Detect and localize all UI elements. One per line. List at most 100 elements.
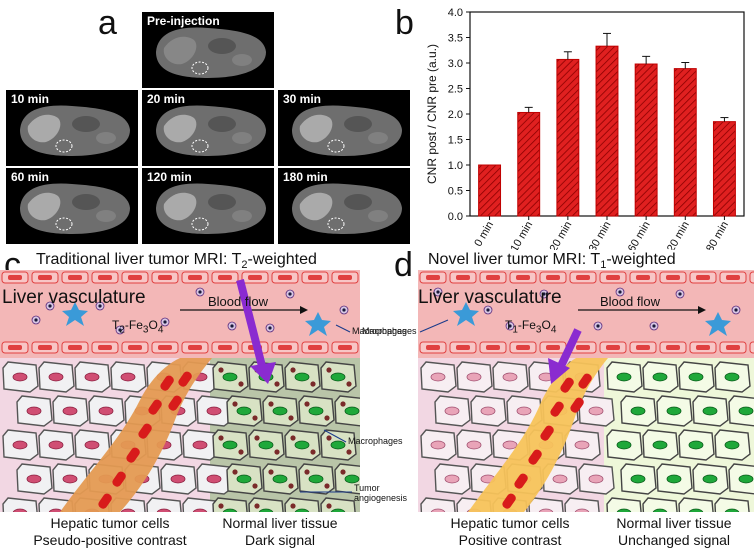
cell-nucleus — [630, 406, 646, 416]
panel-d-contrast-agent-label: T1-Fe3O4 — [505, 318, 557, 336]
cell-nucleus — [236, 474, 252, 484]
panel-c-vasculature-label: Liver vasculature — [2, 287, 146, 308]
red-blood-cell — [540, 425, 554, 441]
red-blood-cell-core — [576, 345, 590, 350]
panel-d-title: Novel liver tumor MRI: T1-weighted — [428, 251, 676, 272]
red-blood-cell-core — [426, 345, 440, 350]
red-blood-cell-core — [278, 275, 292, 280]
iron-deposit — [238, 381, 244, 387]
iron-deposit — [288, 415, 294, 421]
iron-deposit — [218, 367, 224, 373]
cell-nucleus — [652, 440, 668, 450]
cell-nucleus — [294, 508, 310, 512]
mri-time-label: 60 min — [11, 170, 50, 184]
red-blood-cell-core — [456, 345, 470, 350]
cell-nucleus — [444, 474, 460, 484]
panel-d-blood-flow-label: Blood flow — [600, 294, 660, 309]
liver-cell — [678, 497, 714, 512]
red-blood-cell-core — [38, 345, 52, 350]
red-blood-cell — [138, 423, 152, 439]
cell-nucleus — [344, 406, 360, 416]
red-blood-cell-core — [68, 275, 82, 280]
panel-d-vasculature-label: Liver vasculature — [418, 287, 562, 308]
panel-c-illustration — [0, 270, 360, 512]
mri-time-label: 20 min — [147, 92, 186, 106]
red-blood-cell-core — [248, 275, 262, 280]
red-blood-cell-core — [128, 275, 142, 280]
cell-nucleus — [222, 508, 238, 512]
mri-image: 60 min — [6, 168, 138, 244]
cell-nucleus — [430, 508, 446, 512]
cell-nucleus — [724, 440, 740, 450]
iron-deposit — [304, 469, 310, 475]
cell-nucleus — [206, 474, 222, 484]
cell-nucleus — [120, 508, 136, 512]
iron-deposit — [290, 367, 296, 373]
cell-nucleus — [516, 406, 532, 416]
panel-b-label: b — [395, 4, 414, 42]
red-blood-cell — [550, 401, 564, 417]
red-blood-cell-core — [546, 345, 560, 350]
liver-cell — [606, 497, 642, 512]
mri-time-label: 10 min — [11, 92, 50, 106]
y-tick-label: 3.5 — [448, 33, 463, 45]
cell-nucleus — [430, 372, 446, 382]
purple-arrow-icon — [548, 328, 582, 384]
purple-arrow-icon — [236, 279, 276, 384]
panel-c-caption-right: Normal liver tissue Dark signal — [222, 515, 338, 548]
red-blood-cell-core — [456, 275, 470, 280]
cell-nucleus — [466, 372, 482, 382]
iron-deposit — [290, 435, 296, 441]
iron-deposit — [268, 469, 274, 475]
red-blood-cell — [148, 399, 162, 415]
nanoparticle-core — [342, 308, 346, 312]
nanoparticle-core — [596, 324, 600, 328]
y-tick-label: 2.5 — [448, 84, 463, 96]
iron-deposit — [254, 435, 260, 441]
bar — [556, 58, 580, 217]
iron-deposit — [310, 381, 316, 387]
cell-nucleus — [308, 406, 324, 416]
red-blood-cell — [178, 371, 192, 387]
x-tick-label: 10 min — [508, 220, 535, 251]
mri-image: 180 min — [278, 168, 410, 244]
panel-c-caption-left: Hepatic tumor cells Pseudo-positive contr… — [33, 515, 187, 548]
red-blood-cell-core — [636, 275, 650, 280]
panel-c-macrophages-mid-label: Macrophages — [348, 436, 403, 446]
nanoparticle-core — [486, 308, 490, 312]
red-blood-cell-core — [726, 275, 740, 280]
nanoparticle-core — [48, 304, 52, 308]
red-blood-cell — [749, 341, 754, 354]
panel-d-caption-right: Normal liver tissue Unchanged signal — [616, 515, 732, 548]
panel-d-label: d — [394, 246, 413, 284]
cell-nucleus — [652, 372, 668, 382]
red-blood-cell-core — [696, 345, 710, 350]
chart-y-axis-label: CNR post / CNR pre (a.u.) — [425, 44, 439, 184]
cell-nucleus — [294, 372, 310, 382]
iron-deposit — [340, 469, 346, 475]
cell-nucleus — [156, 508, 172, 512]
liver-cell — [714, 497, 750, 512]
liver-cell — [146, 497, 182, 512]
iron-deposit — [326, 435, 332, 441]
red-blood-cell-core — [218, 345, 232, 350]
cnr-bar-chart: CNR post / CNR pre (a.u.) 0.0 0.5 1.0 1.5 2.… — [425, 7, 745, 251]
liver-cell — [642, 497, 678, 512]
red-blood-cell-core — [218, 275, 232, 280]
x-tick-label: 180 min — [701, 220, 731, 251]
cell-nucleus — [430, 440, 446, 450]
cell-nucleus — [480, 406, 496, 416]
bar — [634, 63, 658, 217]
panel-d-caption-left: Hepatic tumor cells Positive contrast — [450, 515, 570, 548]
cell-nucleus — [84, 372, 100, 382]
iron-deposit — [252, 415, 258, 421]
cell-nucleus — [738, 406, 754, 416]
red-blood-cell-core — [158, 275, 172, 280]
cell-nucleus — [724, 508, 740, 512]
nanoparticle-core — [652, 324, 656, 328]
cell-nucleus — [330, 440, 346, 450]
cell-nucleus — [258, 440, 274, 450]
panel-d-illustration — [418, 270, 754, 512]
red-blood-cell-core — [516, 275, 530, 280]
cell-nucleus — [688, 372, 704, 382]
